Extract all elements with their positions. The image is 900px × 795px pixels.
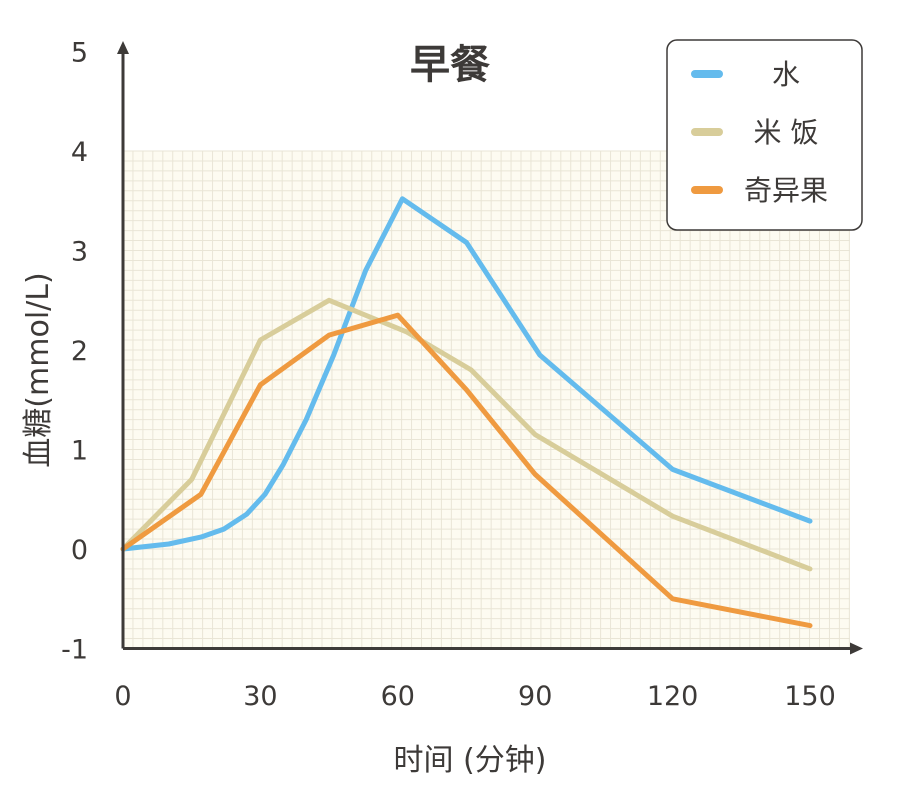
y-tick-label: 2 (71, 336, 88, 367)
chart-title: 早餐 (410, 42, 490, 88)
y-tick-label: 3 (71, 237, 88, 268)
x-tick-label: 60 (381, 681, 415, 712)
x-tick-label: 120 (647, 681, 699, 712)
tick-labels: 0 30 60 90 120 150 -1 0 1 2 3 4 5 (61, 38, 836, 713)
y-axis-title: 血糖(mmol/L) (21, 272, 56, 467)
series-layer (120, 196, 813, 629)
x-axis-title: 时间 (分钟) (394, 743, 547, 778)
legend-label: 米 饭 (754, 116, 819, 149)
x-tick-label: 90 (518, 681, 552, 712)
x-tick-label: 0 (114, 681, 131, 712)
x-tick-label: 30 (243, 681, 277, 712)
legend-label: 水 (772, 58, 800, 91)
axes-layer (117, 41, 863, 655)
y-tick-label: 5 (71, 38, 88, 69)
y-tick-label: 0 (71, 535, 88, 566)
x-axis-arrow (850, 642, 863, 655)
legend-label: 奇异果 (744, 174, 828, 207)
series-line-3 (120, 312, 813, 629)
series-line-1 (120, 196, 813, 552)
x-tick-label: 150 (784, 681, 836, 712)
y-tick-label: -1 (61, 635, 88, 666)
y-tick-label: 4 (71, 137, 88, 168)
y-tick-label: 1 (71, 436, 88, 467)
legend-box (666, 39, 863, 231)
series-line-2 (120, 297, 813, 572)
y-axis-arrow (117, 41, 129, 54)
